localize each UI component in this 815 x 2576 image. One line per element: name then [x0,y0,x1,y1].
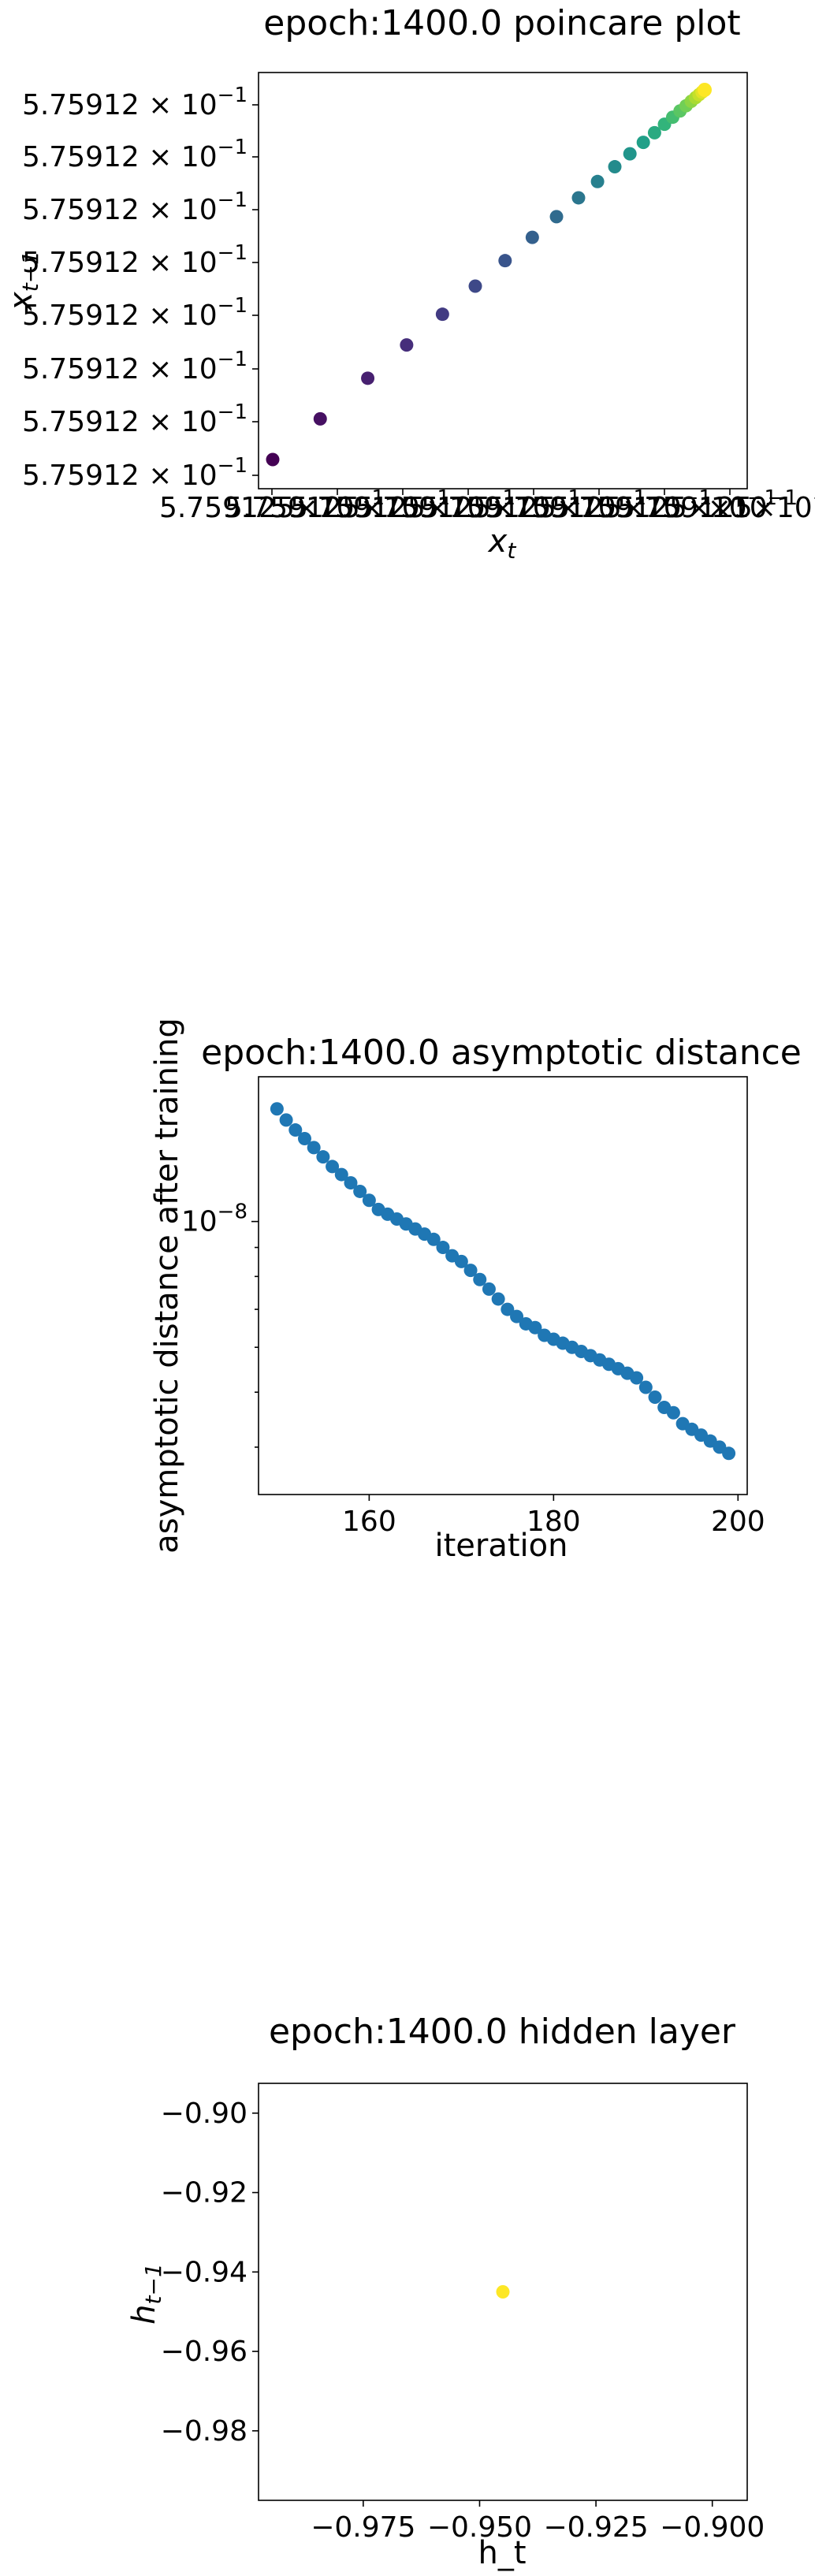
asymptotic-point [436,1241,450,1255]
poincare-y-tick-label: 5.75912 × 10−1 [22,348,247,385]
asymptotic-point [630,1371,644,1385]
asymptotic-point [426,1232,441,1246]
poincare-point [313,411,327,426]
poincare-y-tick-label: 5.75912 × 10−1 [22,188,247,226]
hidden-layer-x-tick-label: −0.925 [543,2511,648,2544]
poincare-point [525,230,539,244]
poincare-x-ticks: 5.759125×10−15.759125×10−15.759125×10−15… [159,486,815,524]
asymptotic-point [638,1380,653,1394]
poincare-point [636,136,650,150]
poincare-point [549,210,564,224]
asymptotic-point [482,1282,496,1296]
poincare-x-tick-label: 5.759125×10−1 [290,486,515,524]
asymptotic-point [270,1102,284,1116]
asymptotic-point [326,1160,340,1174]
asymptotic-chart: epoch:1400.0 asymptotic distance 10−8 16… [149,1018,802,1564]
poincare-point [623,147,637,161]
hidden-layer-title: epoch:1400.0 hidden layer [269,2012,736,2052]
poincare-y-tick-label: 5.75912 × 10−1 [22,400,247,438]
asymptotic-point [528,1320,542,1335]
hidden-layer-x-tick-label: −0.950 [427,2511,532,2544]
poincare-x-label: xt [487,523,517,564]
hidden-layer-x-tick-label: −0.900 [660,2511,765,2544]
asymptotic-x-tick-label: 200 [711,1506,765,1538]
poincare-points [266,83,712,467]
poincare-point [468,279,482,293]
asymptotic-point [463,1264,478,1278]
asymptotic-points [270,1102,736,1461]
hidden-layer-y-label: ht−1 [126,2263,166,2325]
asymptotic-x-label: iteration [435,1528,568,1564]
poincare-y-tick-label: 5.75912 × 10−1 [22,241,247,279]
poincare-point [266,452,280,467]
hidden-layer-chart: epoch:1400.0 hidden layer −0.90−0.92−0.9… [126,2012,765,2571]
asymptotic-x-tick-label: 160 [342,1506,396,1538]
asymptotic-point [288,1123,303,1137]
poincare-point [361,371,375,385]
poincare-y-tick-label: 5.75912 × 10−1 [22,136,247,173]
hidden-layer-point [496,2285,510,2299]
asymptotic-plot-frame [258,1076,748,1495]
asymptotic-point [297,1132,311,1146]
poincare-point [590,174,605,188]
hidden-layer-plot-frame [258,2083,748,2501]
poincare-y-tick-label: 5.75912 × 10−1 [22,294,247,332]
asymptotic-y-label: asymptotic distance after training [149,1018,185,1554]
poincare-point [608,160,622,174]
hidden-layer-x-ticks: −0.975 −0.950 −0.925 −0.900 [311,2500,765,2544]
asymptotic-point [722,1446,736,1461]
poincare-x-tick-label: 5.759125×10−1 [159,486,385,524]
poincare-y-ticks: 5.75912 × 10−1 5.75912 × 10−1 5.75912 × 10… [22,84,259,492]
asymptotic-point [510,1309,524,1323]
hidden-layer-y-tick-label: −0.92 [161,2177,247,2209]
asymptotic-point [279,1113,293,1127]
poincare-point [435,307,449,322]
poincare-y-tick-label: 5.75912 × 10−1 [22,84,247,121]
poincare-plot-frame [258,72,748,490]
asymptotic-point [353,1184,367,1198]
hidden-layer-x-label: h_t [478,2535,526,2571]
poincare-x-tick-label: 5.759125×10−1 [486,486,712,524]
poincare-x-offset-label: ×10−1 [708,486,798,524]
poincare-point [400,338,414,352]
hidden-layer-y-tick-label: −0.90 [161,2098,247,2130]
poincare-x-tick-label: 5.759125×10−1 [617,486,815,524]
asymptotic-point [501,1302,515,1316]
asymptotic-x-tick-label: 180 [527,1506,581,1538]
poincare-x-tick-label: 5.759125×10−1 [355,486,581,524]
asymptotic-point [491,1292,505,1306]
hidden-layer-y-tick-label: −0.96 [161,2336,247,2368]
poincare-y-tick-label: 5.75912 × 10−1 [22,454,247,492]
hidden-layer-y-tick-label: −0.94 [161,2256,247,2288]
poincare-title: epoch:1400.0 poincare plot [263,3,740,43]
asymptotic-x-ticks: 160 180 200 [342,1495,765,1538]
asymptotic-point [666,1405,680,1420]
asymptotic-point [334,1167,348,1182]
asymptotic-point [316,1150,330,1164]
hidden-layer-x-tick-label: −0.975 [311,2511,415,2544]
hidden-layer-y-tick-label: −0.98 [161,2415,247,2448]
asymptotic-y-ticks: 10−8 [181,1201,259,1448]
asymptotic-point [648,1390,662,1404]
poincare-point [647,125,661,140]
poincare-chart: epoch:1400.0 poincare plot 5.75912 × 10−… [3,3,815,564]
poincare-point [571,191,586,205]
poincare-point [498,254,512,268]
asymptotic-point [362,1193,376,1208]
poincare-point [698,83,712,97]
asymptotic-point [473,1272,487,1286]
asymptotic-y-tick-label: 10−8 [181,1201,247,1238]
hidden-layer-y-ticks: −0.90 −0.92 −0.94 −0.96 −0.98 [161,2098,259,2448]
poincare-x-tick-label: 5.759125×10−1 [225,486,450,524]
poincare-y-label: xt−1 [3,251,43,312]
poincare-x-tick-label: 5.759125×10−1 [421,486,646,524]
asymptotic-point [344,1176,358,1190]
asymptotic-title: epoch:1400.0 asymptotic distance [201,1033,802,1073]
asymptotic-point [307,1141,321,1155]
hidden-layer-points [496,2285,510,2299]
poincare-x-tick-label: 5.759125×10−1 [552,486,777,524]
asymptotic-point [454,1254,468,1268]
